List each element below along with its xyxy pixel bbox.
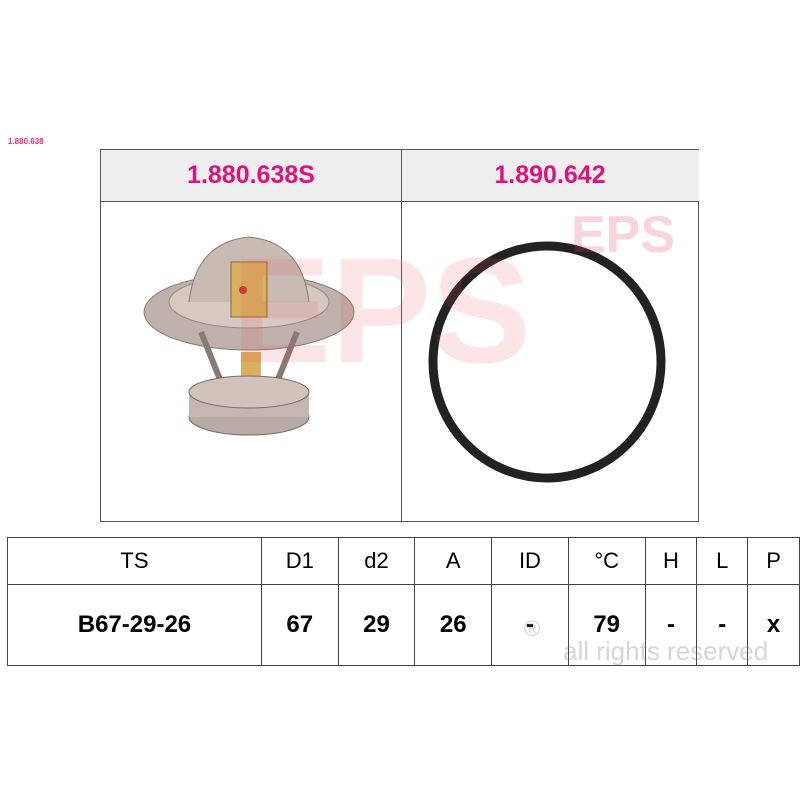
header-ts: TS (7, 537, 262, 585)
product-images: EPS EPS (143, 206, 675, 483)
value-d1: 67 (260, 584, 339, 666)
value-d2: 29 (337, 584, 416, 666)
o-ring-image (428, 241, 666, 483)
value-h: - (644, 584, 698, 666)
header-p: P (747, 537, 800, 585)
value-ts: B67-29-26 (7, 584, 262, 666)
header-temp: °C (567, 537, 646, 585)
reference-number: 1.880.638 (8, 137, 44, 146)
header-d2: d2 (337, 537, 416, 585)
rights-watermark: all rights reserved (563, 636, 769, 666)
svg-text:EPS: EPS (231, 226, 531, 394)
product-code-1: 1.880.638S (101, 150, 401, 202)
table-row: B67-29-26 67 29 26 - 79 - - x (7, 584, 800, 666)
header-h: H (644, 537, 698, 585)
divider (401, 150, 402, 521)
header-id: ID (491, 537, 569, 585)
spec-table: TS D1 d2 A ID °C H L P B67-29-26 67 29 2… (7, 537, 800, 666)
registered-mark: ® (524, 616, 541, 641)
product-code-2: 1.890.642 (401, 150, 699, 202)
value-id: - (491, 584, 569, 666)
header-a: A (414, 537, 493, 585)
table-header-row: TS D1 d2 A ID °C H L P (7, 537, 800, 585)
value-p: x (747, 584, 800, 666)
value-a: 26 (414, 584, 493, 666)
value-temp: 79 (567, 584, 646, 666)
product-panel: 1.880.638S 1.890.642 EPS EPS (100, 149, 699, 522)
svg-text:EPS: EPS (571, 206, 675, 264)
thermostat-image (143, 236, 355, 436)
header-d1: D1 (260, 537, 339, 585)
header-l: L (696, 537, 749, 585)
